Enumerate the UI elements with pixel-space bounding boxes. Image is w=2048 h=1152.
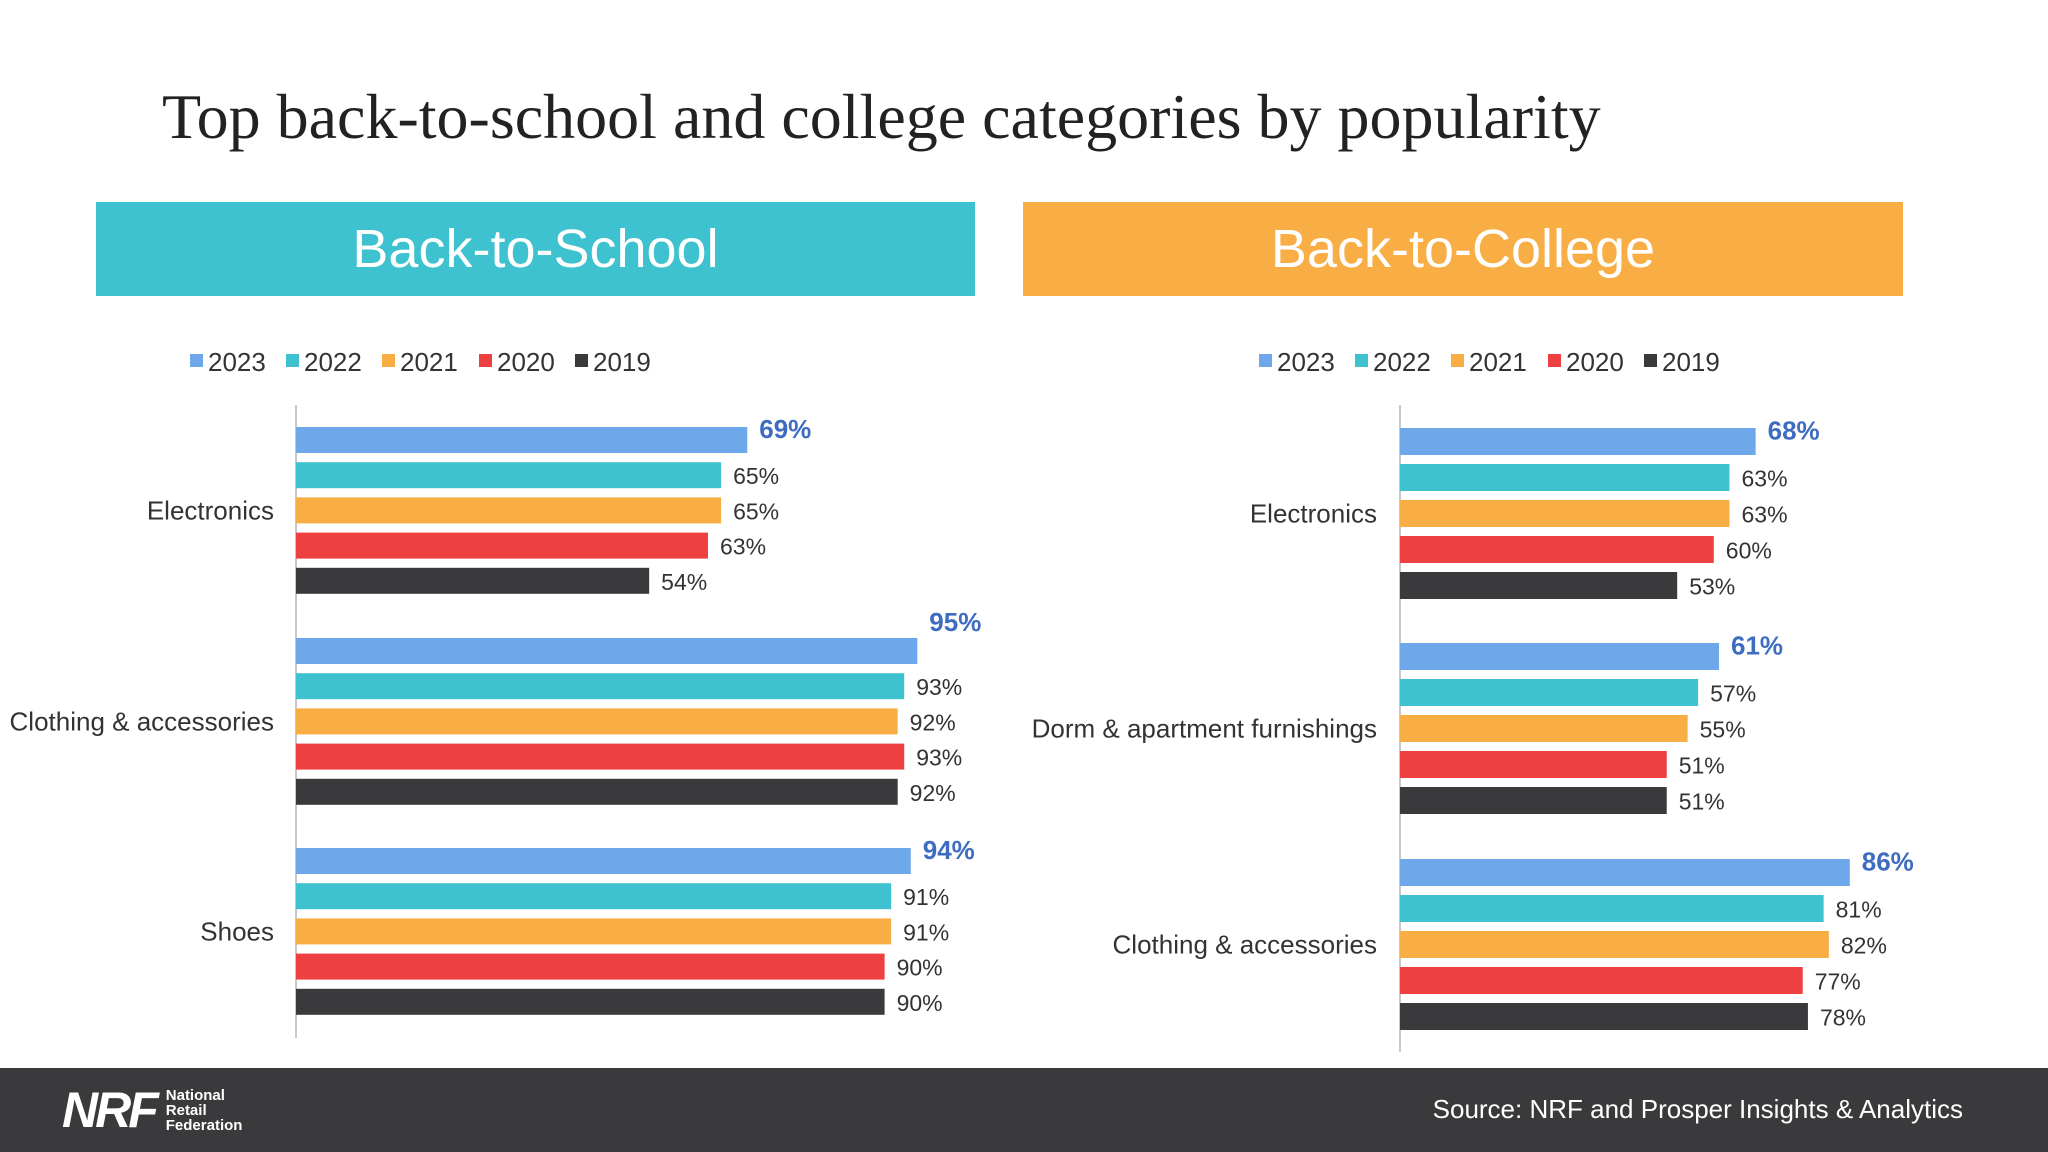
legend-swatch-2020 (1548, 354, 1561, 367)
bar-2022 (296, 462, 722, 489)
legend-label-2020: 2020 (497, 347, 555, 377)
back-to-school-header: Back-to-School (96, 202, 975, 296)
data-label-2022: 93% (916, 674, 962, 700)
bar-2023 (1400, 859, 1850, 886)
bar-2020 (296, 743, 905, 770)
bar-2023 (1400, 643, 1720, 670)
data-label-2019: 53% (1689, 574, 1735, 600)
legend-swatch-2022 (286, 354, 299, 367)
data-label-2020: 93% (916, 745, 962, 771)
data-label-2023: 68% (1768, 416, 1820, 446)
bar-2023 (296, 638, 918, 664)
legend-label-2022: 2022 (304, 347, 362, 377)
category-label: Clothing & accessories (10, 706, 274, 736)
legend-label-2021: 2021 (1469, 347, 1527, 377)
legend-label-2021: 2021 (400, 347, 458, 377)
bar-2019 (1400, 572, 1678, 599)
legend-swatch-2019 (1644, 354, 1657, 367)
data-label-2022: 91% (903, 884, 949, 910)
data-label-2020: 77% (1815, 969, 1861, 995)
bar-2019 (296, 778, 898, 805)
legend-swatch-2022 (1355, 354, 1368, 367)
nrf-logo-line: Retail (165, 1101, 207, 1119)
bar-2021 (1400, 500, 1730, 527)
data-label-2020: 60% (1726, 538, 1772, 564)
source-note: Source: NRF and Prosper Insights & Analy… (1432, 1094, 1963, 1124)
data-label-2021: 82% (1841, 933, 1887, 959)
legend-swatch-2021 (382, 354, 395, 367)
category-label: Shoes (200, 916, 274, 946)
bar-2020 (1400, 751, 1667, 778)
bar-2023 (296, 427, 748, 453)
bar-2020 (296, 953, 885, 980)
legend-swatch-2019 (575, 354, 588, 367)
legend-swatch-2020 (479, 354, 492, 367)
category-label: Dorm & apartment furnishings (1032, 714, 1377, 744)
category-label: Electronics (147, 495, 274, 525)
data-label-2022: 57% (1710, 681, 1756, 707)
data-label-2019: 92% (910, 780, 956, 806)
nrf-logo-line: National (165, 1086, 225, 1104)
nrf-logo-text: National Retail Federation (166, 1088, 243, 1133)
data-label-2021: 91% (903, 919, 949, 945)
bar-2021 (296, 497, 722, 524)
data-label-2023: 61% (1731, 631, 1783, 661)
data-label-2021: 92% (910, 709, 956, 735)
bar-2021 (1400, 931, 1829, 958)
legend-label-2023: 2023 (208, 347, 266, 377)
bar-2019 (1400, 1003, 1808, 1030)
data-label-2022: 81% (1836, 897, 1882, 923)
data-label-2023: 86% (1862, 847, 1914, 877)
data-label-2020: 90% (897, 955, 943, 981)
data-label-2019: 78% (1820, 1005, 1866, 1031)
footer-bar (0, 1068, 2048, 1152)
back-to-college-header: Back-to-College (1023, 202, 1903, 296)
bar-2022 (1400, 464, 1730, 491)
bar-2020 (1400, 536, 1714, 563)
data-label-2021: 55% (1700, 717, 1746, 743)
category-label: Clothing & accessories (1113, 930, 1377, 960)
bar-2019 (1400, 787, 1667, 814)
legend-swatch-2023 (190, 354, 203, 367)
legend-swatch-2021 (1451, 354, 1464, 367)
bar-2019 (296, 988, 885, 1015)
bar-2023 (296, 848, 911, 874)
data-label-2020: 63% (720, 534, 766, 560)
data-label-2022: 63% (1741, 466, 1787, 492)
data-label-2021: 65% (733, 498, 779, 524)
data-label-2021: 63% (1741, 502, 1787, 528)
data-label-2023: 69% (759, 414, 811, 444)
bar-2021 (296, 918, 892, 945)
data-label-2019: 51% (1679, 789, 1725, 815)
bar-2022 (1400, 679, 1699, 706)
bar-2020 (1400, 967, 1803, 994)
legend-label-2020: 2020 (1566, 347, 1624, 377)
bar-2021 (1400, 715, 1688, 742)
slide-title: Top back-to-school and college categorie… (162, 81, 1601, 152)
nrf-logo: NRF National Retail Federation (62, 1082, 243, 1138)
legend-label-2023: 2023 (1277, 347, 1335, 377)
data-label-2019: 54% (661, 569, 707, 595)
data-label-2023: 94% (923, 835, 975, 865)
legend-swatch-2023 (1259, 354, 1272, 367)
data-label-2023: 95% (929, 607, 981, 637)
bar-2019 (296, 567, 650, 594)
bar-2020 (296, 532, 709, 559)
data-label-2020: 51% (1679, 753, 1725, 779)
bar-2022 (1400, 895, 1824, 922)
legend-label-2019: 2019 (1662, 347, 1720, 377)
legend-label-2019: 2019 (593, 347, 651, 377)
bar-2022 (296, 883, 892, 910)
nrf-logo-line: Federation (165, 1116, 243, 1134)
bar-2023 (1400, 428, 1756, 455)
bar-charts: 2023 2022 2021 2020 2019 Electronics 69% 65% 65%… (10, 347, 1914, 1052)
bar-2022 (296, 673, 905, 700)
category-label: Electronics (1250, 499, 1377, 529)
legend-label-2022: 2022 (1373, 347, 1431, 377)
bar-2021 (296, 708, 898, 735)
nrf-logo-letters: NRF (62, 1082, 159, 1138)
data-label-2022: 65% (733, 463, 779, 489)
data-label-2019: 90% (897, 990, 943, 1016)
